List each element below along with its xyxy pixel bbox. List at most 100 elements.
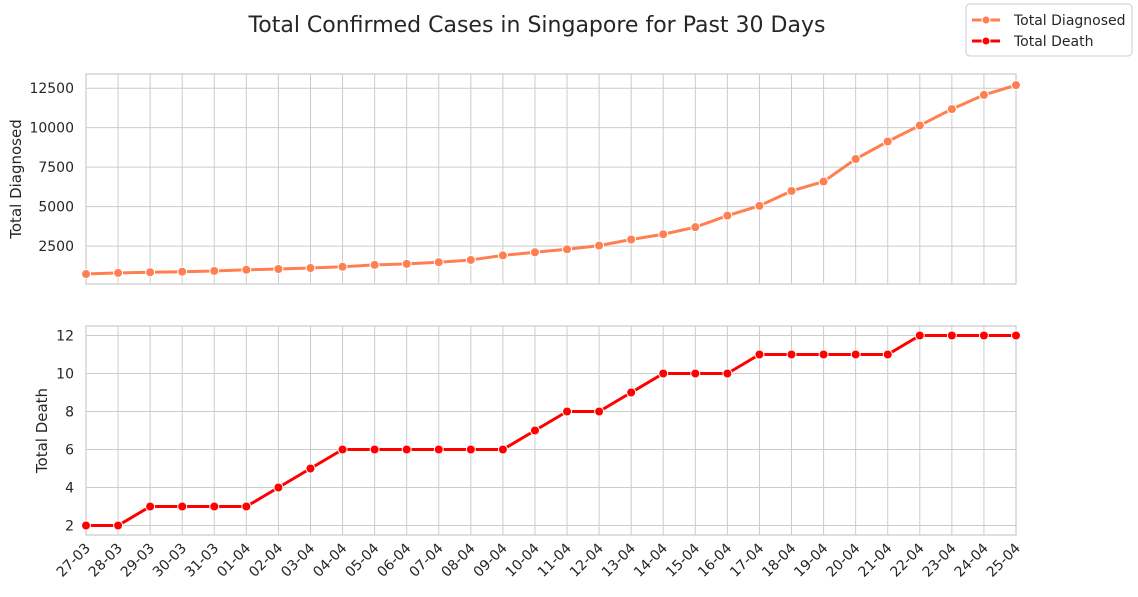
data-point xyxy=(273,264,284,275)
data-point xyxy=(946,330,957,341)
y-tick-label: 6 xyxy=(65,443,74,459)
data-point xyxy=(209,265,220,276)
data-point xyxy=(754,200,765,211)
data-point xyxy=(914,120,925,131)
data-point xyxy=(850,349,861,360)
x-tick-label: 13-04 xyxy=(599,540,639,580)
data-point xyxy=(818,176,829,187)
x-tick-label: 20-04 xyxy=(823,540,863,580)
data-point xyxy=(401,444,412,455)
x-tick-label: 23-04 xyxy=(920,540,960,580)
y-tick-label: 8 xyxy=(65,405,74,421)
legend-label-diagnosed: Total Diagnosed xyxy=(1013,13,1126,29)
x-tick-label: 18-04 xyxy=(759,540,799,580)
data-point xyxy=(722,368,733,379)
x-tick-label: 06-04 xyxy=(374,540,414,580)
data-point xyxy=(81,520,91,531)
data-point xyxy=(882,136,893,147)
data-point xyxy=(401,258,412,269)
data-point xyxy=(690,368,701,379)
legend-label-death: Total Death xyxy=(1013,34,1093,50)
data-point xyxy=(529,425,540,436)
x-tick-label: 07-04 xyxy=(407,540,447,580)
plot-frame xyxy=(85,325,1017,536)
data-point xyxy=(882,349,893,360)
data-point xyxy=(978,330,989,341)
x-tick-label: 24-04 xyxy=(952,540,992,580)
data-point xyxy=(562,244,573,255)
legend-box xyxy=(965,3,1133,57)
y-tick-label: 10000 xyxy=(29,121,74,137)
x-tick-label: 16-04 xyxy=(695,540,735,580)
data-point xyxy=(529,247,540,258)
x-tick-label: 01-04 xyxy=(214,540,254,580)
data-point xyxy=(369,444,380,455)
data-point xyxy=(337,444,348,455)
y-axis-label: Total Death xyxy=(33,388,51,474)
y-tick-label: 10 xyxy=(56,367,74,383)
data-point xyxy=(786,349,797,360)
data-point xyxy=(209,501,220,512)
data-point xyxy=(497,444,508,455)
data-point xyxy=(433,257,444,268)
data-point xyxy=(658,229,669,240)
x-tick-label: 08-04 xyxy=(439,540,479,580)
data-point xyxy=(594,406,605,417)
x-tick-label: 12-04 xyxy=(567,540,607,580)
x-tick-label: 22-04 xyxy=(888,540,928,580)
data-point xyxy=(465,444,476,455)
data-point xyxy=(850,154,861,165)
data-point xyxy=(626,234,637,245)
x-tick-label: 25-04 xyxy=(984,540,1024,580)
data-point xyxy=(594,240,605,251)
y-tick-label: 2500 xyxy=(38,239,74,255)
panel-total-death: 2 4 6 8 10 12 Total Death xyxy=(33,325,1021,536)
x-tick-label: 15-04 xyxy=(663,540,703,580)
data-point xyxy=(337,261,348,272)
x-tick-label: 05-04 xyxy=(342,540,382,580)
data-point xyxy=(626,387,637,398)
y-tick-label: 7500 xyxy=(38,160,74,176)
data-point xyxy=(690,222,701,233)
data-point xyxy=(786,185,797,196)
x-tick-label: 19-04 xyxy=(791,540,831,580)
legend-marker-death xyxy=(981,36,991,46)
data-point xyxy=(1011,330,1021,341)
y-tick-label: 4 xyxy=(65,481,74,497)
data-point xyxy=(497,250,508,261)
data-point xyxy=(113,520,124,531)
data-point xyxy=(145,501,156,512)
data-point xyxy=(914,330,925,341)
data-point xyxy=(818,349,829,360)
data-point xyxy=(1011,80,1021,91)
data-point xyxy=(177,266,188,277)
x-tick-label: 30-03 xyxy=(150,541,190,581)
y-tick-label: 2 xyxy=(65,519,74,535)
data-point xyxy=(241,501,252,512)
plot-frame xyxy=(85,73,1017,285)
y-tick-label: 5000 xyxy=(38,200,74,216)
series-line xyxy=(85,83,1017,276)
panel-total-diagnosed: 2500 5000 7500 10000 12500 Total Diagnosed xyxy=(7,73,1021,285)
data-point xyxy=(145,267,156,278)
data-point xyxy=(754,349,765,360)
data-point xyxy=(465,254,476,265)
data-point xyxy=(978,89,989,100)
x-tick-label: 11-04 xyxy=(535,540,575,580)
x-tick-label: 04-04 xyxy=(310,540,350,580)
x-tick-label: 31-03 xyxy=(182,541,222,581)
x-tick-label: 17-04 xyxy=(727,540,767,580)
data-point xyxy=(562,406,573,417)
legend-marker-diagnosed xyxy=(981,15,991,25)
data-point xyxy=(177,501,188,512)
data-point xyxy=(433,444,444,455)
x-tick-label: 02-04 xyxy=(246,540,286,580)
x-tick-label: 28-03 xyxy=(86,541,126,581)
data-point xyxy=(305,463,316,474)
data-point xyxy=(113,267,124,278)
x-tick-label: 03-04 xyxy=(278,540,318,580)
data-point xyxy=(273,482,284,493)
x-tick-label: 09-04 xyxy=(471,540,511,580)
data-point xyxy=(305,262,316,273)
